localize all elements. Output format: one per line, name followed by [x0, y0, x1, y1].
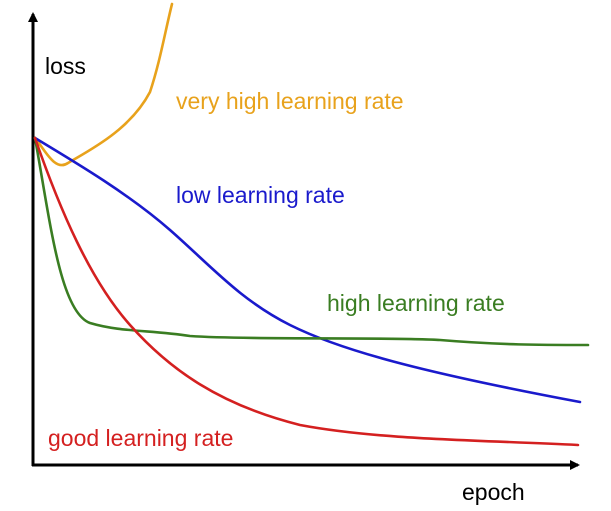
good-lr-curve: [33, 136, 580, 447]
very-high-lr-curve: [33, 2, 174, 167]
curve-label: very high learning rate: [176, 88, 404, 114]
curve-label: low learning rate: [176, 182, 345, 208]
curve-label: high learning rate: [327, 290, 505, 316]
low-lr-curve: [33, 136, 582, 404]
curve-label: good learning rate: [48, 425, 233, 451]
high-lr-curve: [33, 136, 590, 347]
x-axis-label: epoch: [462, 479, 525, 505]
y-axis-label: loss: [45, 53, 86, 79]
